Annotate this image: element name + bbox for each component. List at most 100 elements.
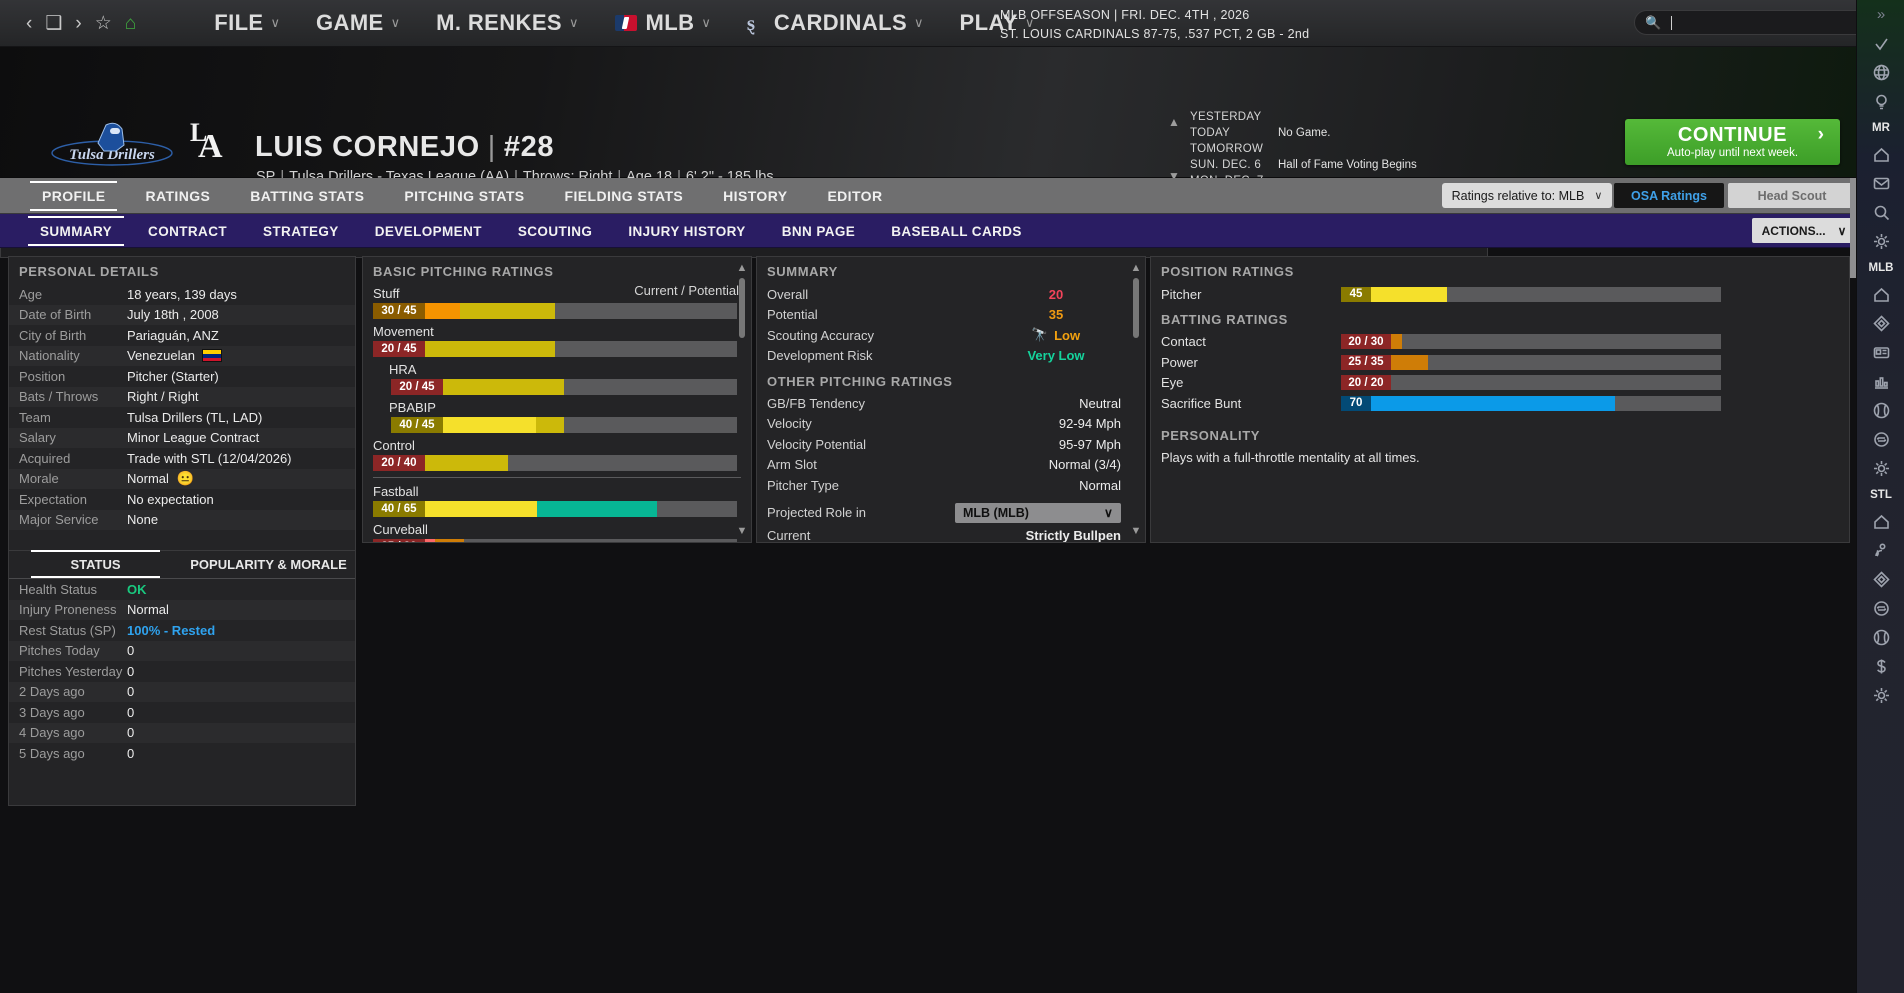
card-icon[interactable]: [1857, 338, 1904, 367]
tab-ratings[interactable]: RATINGS: [125, 178, 230, 214]
menu-cardinals[interactable]: ȿ CARDINALS ∨: [729, 0, 942, 47]
status-panel: STATUS POPULARITY & MORALE Health Status…: [8, 550, 356, 806]
search-input[interactable]: 🔍: [1634, 10, 1874, 35]
trade-icon[interactable]: [1857, 594, 1904, 623]
tab-contract[interactable]: CONTRACT: [130, 214, 245, 248]
tab-bnn-page[interactable]: BNN PAGE: [764, 214, 873, 248]
schedule-row: YESTERDAY: [1190, 109, 1590, 125]
parent-club-logo[interactable]: L A: [188, 115, 228, 165]
detail-value: No expectation: [127, 491, 214, 507]
tab-history[interactable]: HISTORY: [703, 178, 807, 214]
scrollbar-thumb[interactable]: [739, 278, 745, 338]
trade-icon[interactable]: [1857, 425, 1904, 454]
menu-game[interactable]: GAME ∨: [298, 0, 418, 47]
window-icon[interactable]: ❑: [45, 12, 63, 34]
diamond-icon[interactable]: [1857, 565, 1904, 594]
mail-icon[interactable]: [1857, 169, 1904, 198]
other-pitching-title: OTHER PITCHING RATINGS: [767, 374, 953, 389]
tab-injury-history[interactable]: INJURY HISTORY: [610, 214, 763, 248]
pitch-label: Curveball: [373, 522, 428, 537]
tab-popularity-morale[interactable]: POPULARITY & MORALE: [182, 551, 355, 578]
tab-summary[interactable]: SUMMARY: [22, 214, 130, 248]
rating-bar: 25 / 35: [1341, 354, 1721, 370]
personal-details-rows: Age 18 years, 139 days Date of Birth July 1…: [9, 284, 355, 530]
bar-value: 20 / 45: [373, 341, 425, 357]
back-arrow-icon[interactable]: ‹: [26, 12, 33, 34]
menu-label: GAME: [316, 10, 384, 35]
actions-button[interactable]: ACTIONS... ∨: [1752, 218, 1856, 243]
batting-rating-row: Contact 20 / 30: [1151, 332, 1849, 353]
gear-icon[interactable]: [1857, 227, 1904, 256]
detail-value: Normal: [127, 471, 169, 487]
tab-pitching-stats[interactable]: PITCHING STATS: [384, 178, 544, 214]
tab-development[interactable]: DEVELOPMENT: [357, 214, 500, 248]
pitching-bars: Stuff 30 / 45 Movement 20 / 45 HRA 20 / 45 PBA…: [363, 284, 751, 471]
expand-chevrons-icon[interactable]: »: [1876, 6, 1886, 23]
globe-icon[interactable]: [1857, 58, 1904, 87]
scroll-down-icon[interactable]: ▼: [1130, 525, 1142, 537]
scrollbar-thumb[interactable]: [1133, 278, 1139, 338]
bar-value: 20 / 45: [391, 379, 443, 395]
rating-label: Stuff: [373, 286, 400, 301]
check-icon[interactable]: [1857, 29, 1904, 58]
favorite-star-icon[interactable]: ☆: [94, 12, 112, 34]
ratings-relative-dropdown[interactable]: Ratings relative to: MLB ∨: [1442, 183, 1612, 208]
baseball-icon[interactable]: [1857, 396, 1904, 425]
search-icon[interactable]: [1857, 198, 1904, 227]
tab-label: STATUS: [70, 557, 121, 572]
home-icon[interactable]: ⌂: [124, 12, 137, 34]
continue-button[interactable]: CONTINUE › Auto-play until next week.: [1625, 119, 1840, 165]
chart-icon[interactable]: [1857, 367, 1904, 396]
forward-arrow-icon[interactable]: ›: [75, 12, 82, 34]
morale-emoji-icon: 😐: [176, 470, 195, 487]
baseball-icon[interactable]: [1857, 623, 1904, 652]
ratings-relative-label: Ratings relative to: MLB: [1451, 188, 1585, 203]
rating-label: PBABIP: [389, 400, 436, 415]
page-scrollbar-thumb[interactable]: [1850, 178, 1856, 278]
home-icon[interactable]: [1857, 280, 1904, 309]
tab-scouting[interactable]: SCOUTING: [500, 214, 610, 248]
menu-file[interactable]: FILE ∨: [196, 0, 298, 47]
summary-scrollbar[interactable]: ▲ ▼: [1129, 261, 1143, 538]
panel-title: PERSONAL DETAILS: [19, 264, 159, 279]
dollar-icon[interactable]: [1857, 652, 1904, 681]
player-number: #28: [503, 131, 555, 163]
tab-status[interactable]: STATUS: [9, 550, 182, 578]
other-key: Arm Slot: [767, 457, 817, 473]
schedule-scroll-up-icon[interactable]: ▲: [1168, 115, 1180, 129]
scroll-up-icon[interactable]: ▲: [736, 262, 748, 274]
menu-play[interactable]: PLAY ∨: [942, 0, 1053, 47]
tab-fielding-stats[interactable]: FIELDING STATS: [545, 178, 704, 214]
rating-key: Power: [1161, 354, 1198, 370]
team-logo[interactable]: Tulsa Drillers: [48, 119, 176, 167]
detail-key: Position: [19, 368, 66, 384]
rating-bar: 30 / 45: [373, 303, 737, 319]
head-scout-toggle[interactable]: Head Scout: [1728, 183, 1856, 208]
lightbulb-icon[interactable]: [1857, 87, 1904, 116]
diamond-icon[interactable]: [1857, 309, 1904, 338]
gear-icon[interactable]: [1857, 454, 1904, 483]
scroll-up-icon[interactable]: ▲: [1130, 262, 1142, 274]
roster-icon[interactable]: [1857, 536, 1904, 565]
tab-strategy[interactable]: STRATEGY: [245, 214, 357, 248]
home-icon[interactable]: [1857, 507, 1904, 536]
detail-key: Bats / Throws: [19, 389, 99, 405]
pitching-scrollbar[interactable]: ▲ ▼: [735, 261, 749, 538]
schedule-scroll-down-icon[interactable]: ▼: [1168, 169, 1180, 183]
osa-ratings-toggle[interactable]: OSA Ratings: [1614, 183, 1724, 208]
status-key: Rest Status (SP): [19, 622, 116, 638]
tab-editor[interactable]: EDITOR: [807, 178, 902, 214]
menu-manager[interactable]: M. RENKES ∨: [418, 0, 596, 47]
tab-profile[interactable]: PROFILE: [22, 178, 125, 214]
cardinals-logo-icon: ȿ: [746, 11, 756, 35]
other-pitching-row: Velocity Potential 95-97 Mph: [757, 434, 1145, 455]
tab-batting-stats[interactable]: BATTING STATS: [230, 178, 384, 214]
gear-icon[interactable]: [1857, 681, 1904, 710]
home-icon[interactable]: [1857, 140, 1904, 169]
chevron-down-icon: ∨: [1103, 506, 1113, 520]
menu-mlb[interactable]: MLB ∨: [597, 0, 729, 47]
tab-baseball-cards[interactable]: BASEBALL CARDS: [873, 214, 1040, 248]
scroll-down-icon[interactable]: ▼: [736, 525, 748, 537]
personal-detail-row: Nationality Venezuelan: [9, 345, 355, 366]
projected-role-dropdown[interactable]: MLB (MLB) ∨: [955, 502, 1121, 523]
